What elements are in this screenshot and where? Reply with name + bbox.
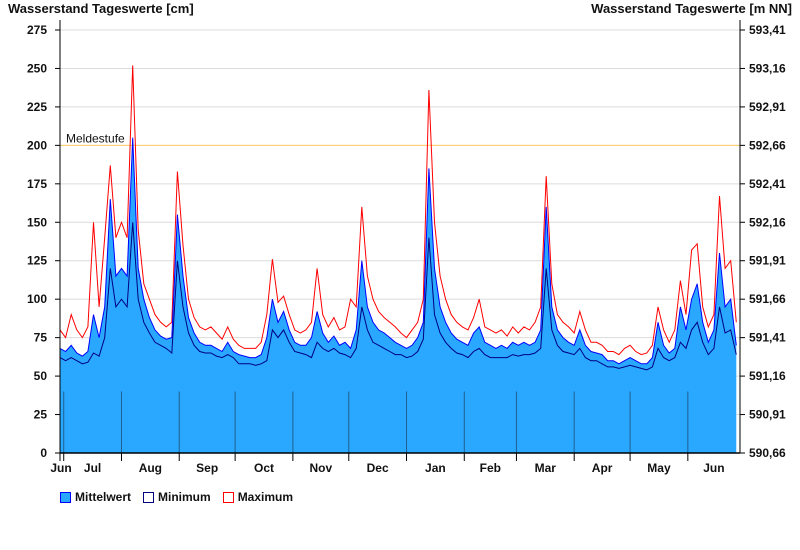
legend: Mittelwert Minimum Maximum [60,490,293,504]
y-tick-label: 25 [34,408,48,422]
y-tick-label-right: 593,16 [749,61,786,75]
month-label: Jun [50,461,71,475]
y-tick-label-right: 591,16 [749,369,786,383]
y-tick-label-right: 593,41 [749,23,786,37]
y-tick-label-right: 592,41 [749,177,786,191]
y-tick-label: 175 [27,177,47,191]
month-label: Feb [480,461,501,475]
minimum-line [59,222,737,371]
month-label: Oct [254,461,274,475]
month-label: May [647,461,671,475]
month-label: Mar [535,461,557,475]
legend-label: Mittelwert [75,490,132,504]
month-label: Jul [84,461,101,475]
y-tick-label: 100 [27,292,47,306]
month-label: Dec [367,461,389,475]
y-tick-label-right: 591,66 [749,292,786,306]
legend-swatch-maximum [222,491,234,503]
y-tick-label: 225 [27,100,47,114]
y-tick-label-right: 591,41 [749,331,786,345]
maximum-line [59,65,737,356]
month-label: Aug [139,461,162,475]
y-tick-label: 0 [40,446,47,460]
y-tick-label: 200 [27,138,47,152]
legend-label: Minimum [158,490,211,504]
y-tick-label-right: 592,16 [749,215,786,229]
y-tick-label-right: 592,91 [749,100,786,114]
legend-item-minimum: Minimum [143,490,211,504]
y-tick-label: 150 [27,215,47,229]
month-label: Sep [196,461,218,475]
threshold-label: Meldestufe [66,131,125,145]
y-tick-label-right: 590,91 [749,408,786,422]
y-tick-label: 275 [27,23,47,37]
y-tick-label: 250 [27,61,47,75]
left-axis-title: Wasserstand Tageswerte [cm] [8,1,194,16]
legend-swatch-mean [60,491,71,503]
legend-label: Maximum [237,490,294,504]
y-tick-label-right: 590,66 [749,446,786,460]
y-tick-label: 125 [27,254,47,268]
mean-area [60,137,737,453]
legend-swatch-minimum [143,491,155,503]
y-tick-label-right: 592,66 [749,138,786,152]
y-tick-label-right: 591,91 [749,254,786,268]
y-tick-label: 75 [34,331,48,345]
y-tick-label: 50 [34,369,48,383]
legend-item-mean: Mittelwert [60,490,131,504]
month-label: Jun [703,461,724,475]
month-label: Jan [425,461,446,475]
legend-item-maximum: Maximum [222,490,294,504]
month-label: Nov [309,461,332,475]
right-axis-title: Wasserstand Tageswerte [m NN] [591,1,792,16]
month-label: Apr [592,461,613,475]
mean-line [59,137,737,365]
